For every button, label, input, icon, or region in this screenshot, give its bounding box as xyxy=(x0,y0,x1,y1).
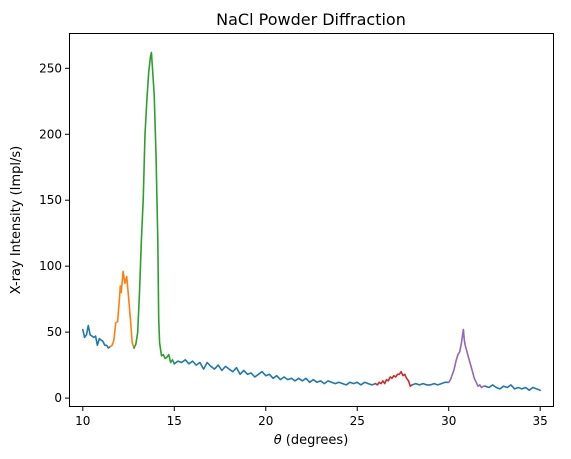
x-tick-label: 10 xyxy=(75,414,90,428)
y-tick-label: 50 xyxy=(47,325,62,339)
series-line-4 xyxy=(374,370,413,388)
series-line-3 xyxy=(173,358,377,386)
chart-title: NaCl Powder Diffraction xyxy=(216,10,406,29)
series-line-1 xyxy=(109,270,135,349)
y-tick-label: 100 xyxy=(39,259,62,273)
x-tick-label: 20 xyxy=(258,414,273,428)
x-axis-label-text: (degrees) xyxy=(282,433,349,448)
y-tick-label: 250 xyxy=(39,61,62,75)
x-axis-label-symbol: θ xyxy=(274,433,282,448)
plot-area xyxy=(82,51,542,392)
plot-frame xyxy=(69,33,554,407)
y-axis: 0 50 100 150 200 250 xyxy=(39,61,70,405)
x-axis: 10 15 20 25 30 35 xyxy=(75,406,548,428)
x-tick-label: 25 xyxy=(350,414,365,428)
y-tick-label: 150 xyxy=(39,193,62,207)
series-line-5 xyxy=(411,381,450,386)
y-tick-label: 0 xyxy=(54,391,62,405)
series-line-7 xyxy=(484,384,542,392)
y-tick-label: 200 xyxy=(39,127,62,141)
x-tick-label: 35 xyxy=(533,414,548,428)
series-line-2 xyxy=(133,51,176,365)
x-tick-label: 30 xyxy=(441,414,456,428)
x-axis-label: θ (degrees) xyxy=(274,433,349,448)
series-line-0 xyxy=(82,324,111,349)
series-line-6 xyxy=(447,328,487,389)
y-axis-label: X-ray Intensity (Impl/s) xyxy=(9,146,24,294)
x-tick-label: 15 xyxy=(167,414,182,428)
